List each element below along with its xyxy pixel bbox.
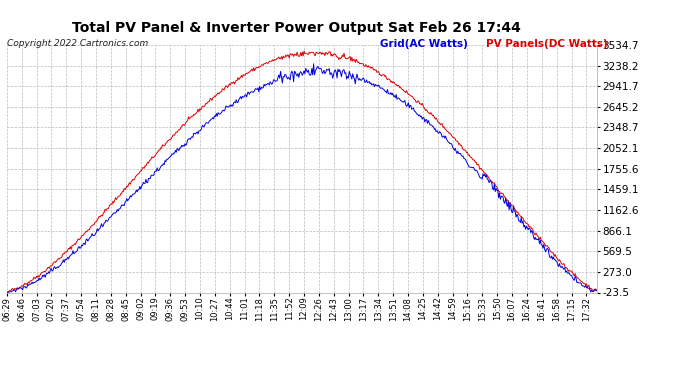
Text: Total PV Panel & Inverter Power Output Sat Feb 26 17:44: Total PV Panel & Inverter Power Output S… [72, 21, 521, 34]
Text: Copyright 2022 Cartronics.com: Copyright 2022 Cartronics.com [7, 39, 148, 48]
Text: Grid(AC Watts): Grid(AC Watts) [380, 39, 467, 50]
Text: PV Panels(DC Watts): PV Panels(DC Watts) [486, 39, 608, 50]
